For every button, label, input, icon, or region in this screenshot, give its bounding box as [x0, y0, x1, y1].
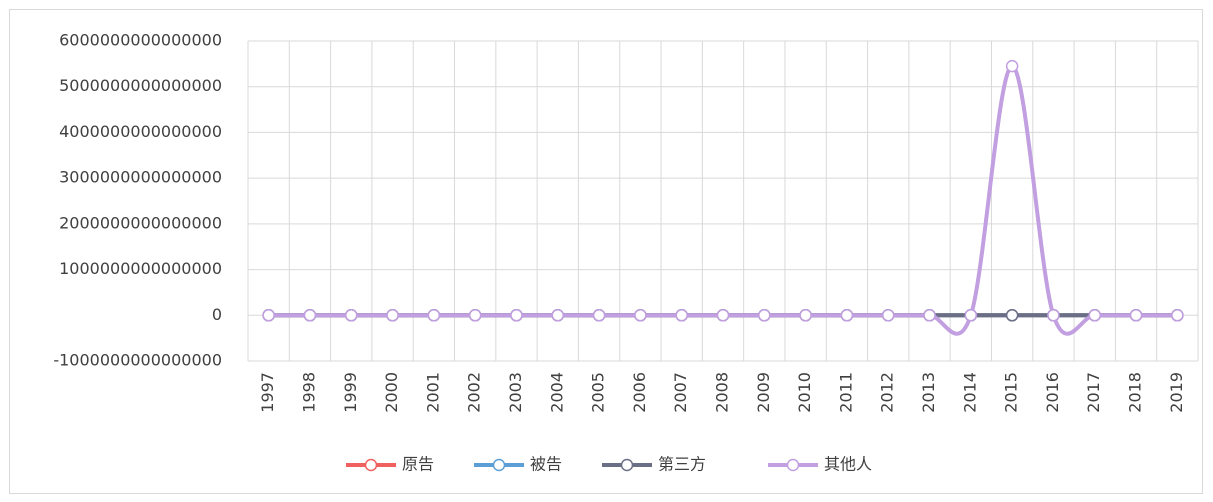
series-marker: [345, 309, 358, 322]
legend-marker: [620, 458, 634, 472]
series-marker: [1088, 309, 1101, 322]
y-tick-label: 2000000000000000: [59, 213, 222, 232]
series-marker: [510, 309, 523, 322]
series-marker: [262, 309, 275, 322]
x-tick-label: 2013: [919, 372, 938, 413]
series-marker: [923, 309, 936, 322]
y-tick-label: 5000000000000000: [59, 76, 222, 95]
x-tick-label: 2009: [754, 372, 773, 413]
series-marker: [551, 309, 565, 322]
series-marker: [1171, 309, 1184, 322]
series-marker: [881, 309, 895, 322]
y-tick-label: 3000000000000000: [59, 168, 222, 187]
series-marker: [468, 309, 482, 322]
y-tick-label: 0: [212, 305, 222, 324]
y-tick-label: -1000000000000000: [53, 351, 222, 370]
series-marker: [964, 309, 978, 322]
series-marker: [716, 309, 730, 322]
legend-label: 被告: [530, 455, 562, 474]
series-marker: [303, 309, 317, 322]
series-marker: [386, 309, 399, 322]
legend-label: 第三方: [658, 455, 706, 474]
series-marker: [427, 309, 441, 322]
x-tick-label: 2016: [1043, 372, 1062, 413]
series-marker: [758, 309, 771, 322]
series-marker: [675, 309, 688, 322]
series-marker: [1005, 59, 1019, 73]
series-marker: [634, 309, 647, 322]
y-tick-label: 6000000000000000: [59, 31, 222, 50]
x-tick-label: 2008: [713, 372, 732, 413]
legend-marker: [786, 458, 800, 472]
x-tick-label: 2002: [465, 372, 484, 413]
x-tick-label: 2019: [1167, 372, 1186, 413]
x-tick-label: 2004: [547, 372, 566, 413]
x-tick-label: 2003: [506, 372, 525, 413]
x-tick-label: 1998: [299, 372, 318, 413]
x-tick-label: 2011: [836, 372, 855, 413]
x-tick-label: 2018: [1126, 372, 1145, 413]
series-marker: [799, 309, 812, 322]
x-tick-label: 2012: [878, 372, 897, 413]
x-tick-label: 2014: [960, 372, 979, 413]
x-tick-label: 2007: [671, 372, 690, 413]
x-tick-label: 1999: [341, 372, 360, 413]
series-marker: [840, 309, 854, 322]
x-tick-label: 2000: [382, 372, 401, 413]
y-tick-label: 4000000000000000: [59, 122, 222, 141]
series-marker: [1047, 309, 1060, 322]
legend-label: 其他人: [824, 455, 872, 474]
x-tick-label: 2010: [795, 372, 814, 413]
x-tick-label: 1997: [258, 372, 277, 413]
series-marker: [592, 309, 606, 322]
legend-label: 原告: [402, 455, 434, 474]
legend-marker: [364, 458, 378, 472]
y-tick-label: 1000000000000000: [59, 259, 222, 278]
x-tick-label: 2017: [1084, 372, 1103, 413]
series-marker: [1005, 309, 1019, 322]
x-tick-label: 2001: [423, 372, 442, 413]
x-tick-label: 2015: [1002, 372, 1021, 413]
series-marker: [1129, 309, 1143, 322]
legend-marker: [492, 458, 506, 472]
x-tick-label: 2005: [589, 372, 608, 413]
x-tick-label: 2006: [630, 372, 649, 413]
